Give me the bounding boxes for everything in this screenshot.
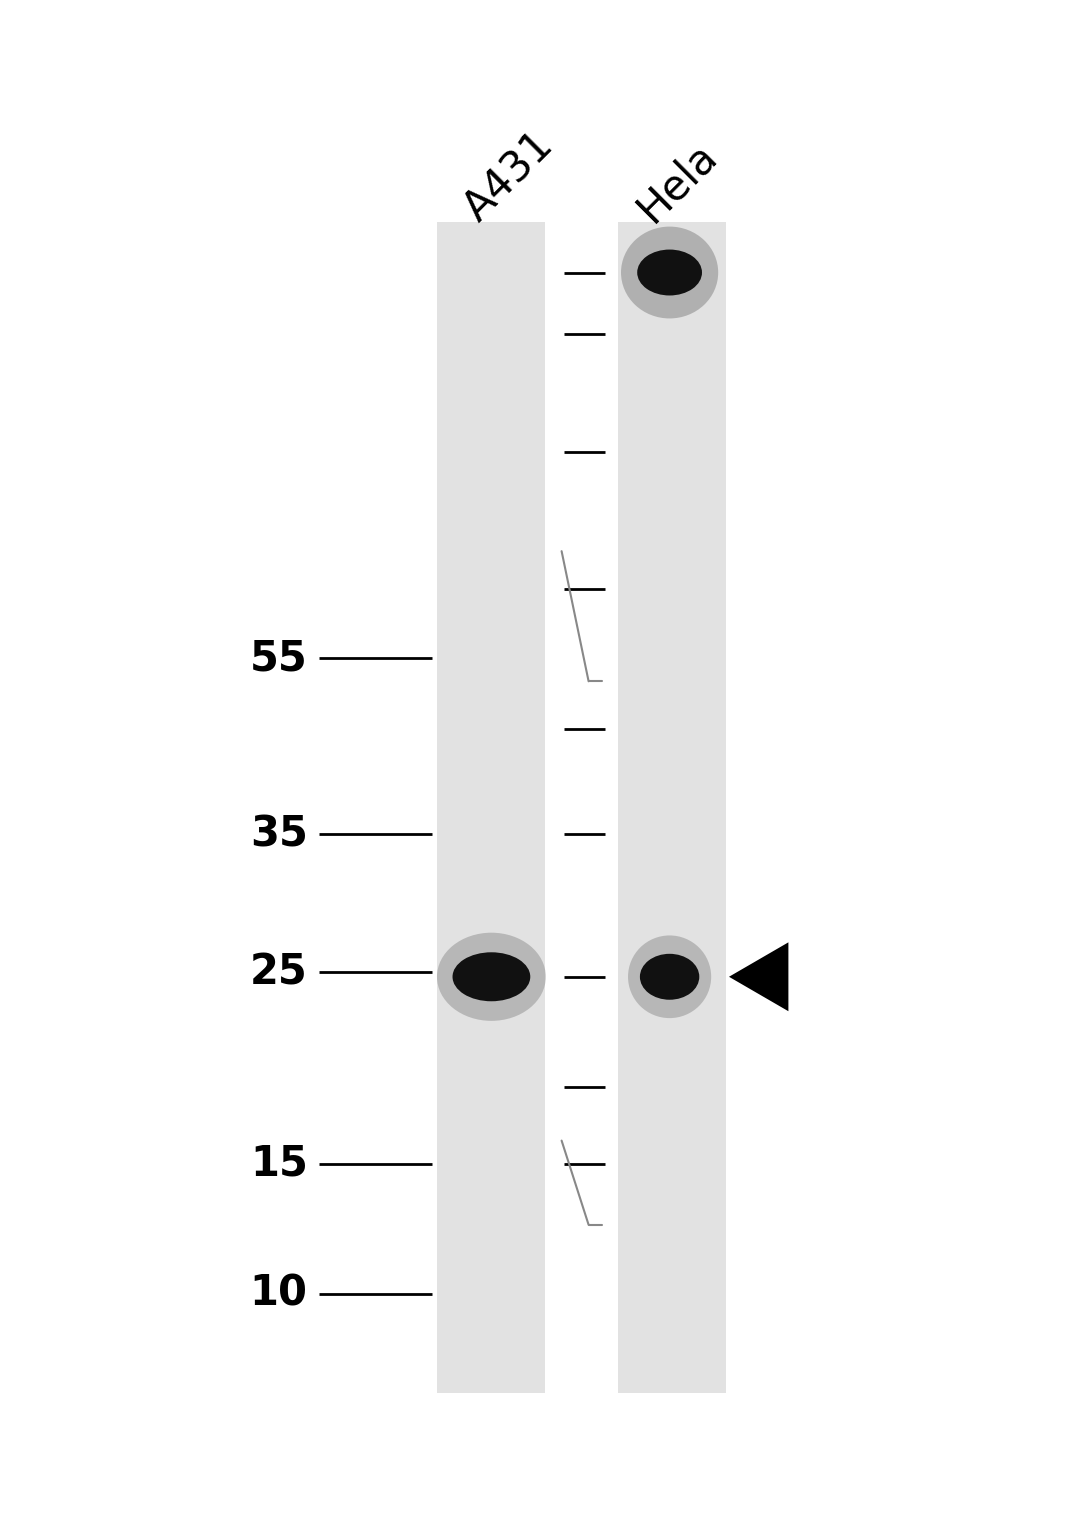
Text: 35: 35 xyxy=(249,813,308,856)
Text: 25: 25 xyxy=(251,951,308,994)
Text: 15: 15 xyxy=(249,1142,308,1185)
FancyBboxPatch shape xyxy=(437,222,545,1393)
FancyBboxPatch shape xyxy=(618,222,726,1393)
Text: A431: A431 xyxy=(457,124,563,230)
Text: Hela: Hela xyxy=(630,133,726,230)
Ellipse shape xyxy=(621,227,718,318)
Text: 10: 10 xyxy=(249,1272,308,1315)
Ellipse shape xyxy=(639,954,700,1000)
Ellipse shape xyxy=(437,932,545,1021)
Polygon shape xyxy=(729,942,788,1010)
Ellipse shape xyxy=(629,935,712,1018)
Text: 55: 55 xyxy=(251,637,308,680)
Ellipse shape xyxy=(637,250,702,295)
Ellipse shape xyxy=(453,952,530,1001)
